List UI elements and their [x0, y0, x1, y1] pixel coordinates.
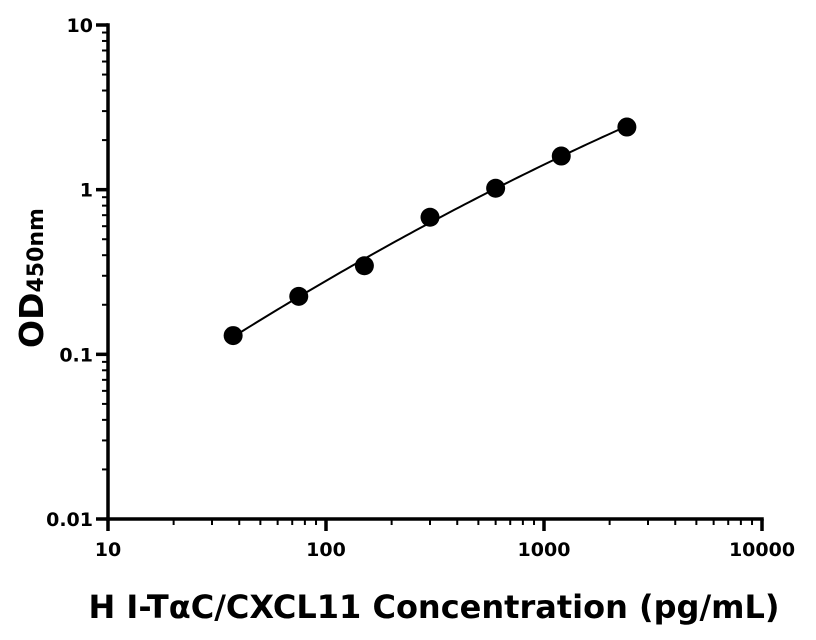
- axes-group: [106, 23, 764, 521]
- y-tick-label: 1: [80, 180, 93, 202]
- x-tick-label: 1000: [518, 539, 571, 561]
- data-point: [223, 326, 243, 346]
- y-tick-label: 0.1: [59, 344, 93, 366]
- data-point: [486, 178, 506, 198]
- y-tick-label: 0.01: [46, 509, 93, 531]
- x-tick-label: 100: [306, 539, 346, 561]
- y-axis-title-subscript: 450nm: [24, 208, 49, 293]
- data-point: [420, 207, 440, 227]
- x-tick-label: 10: [95, 539, 121, 561]
- y-tick-label: 10: [67, 15, 93, 37]
- data-point: [551, 146, 571, 166]
- x-axis-ticks: 10 100 1000 10000: [95, 519, 795, 561]
- y-axis-ticks: 0.01 0.1 1 10: [46, 15, 108, 531]
- data-points-group: [223, 117, 637, 346]
- data-point: [289, 286, 309, 306]
- x-axis-title: H I-TαC/CXCL11 Concentration (pg/mL): [89, 588, 780, 626]
- x-tick-label: 10000: [729, 539, 795, 561]
- data-point: [617, 117, 637, 137]
- data-point: [354, 256, 374, 276]
- y-axis-title-main: OD: [12, 293, 51, 348]
- y-axis-title: OD450nm: [12, 208, 51, 348]
